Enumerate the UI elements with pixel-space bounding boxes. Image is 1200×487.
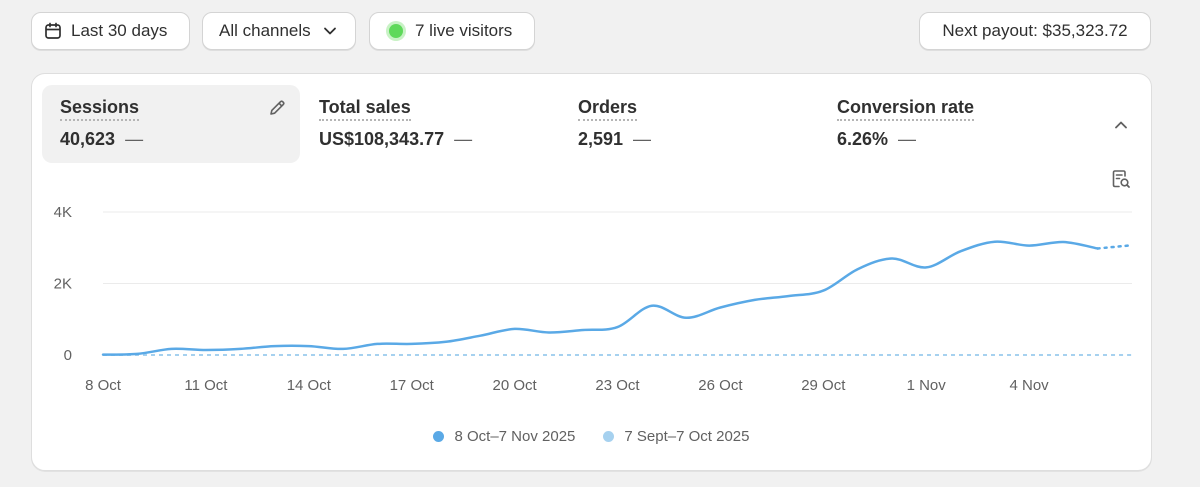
metric-change: —	[125, 129, 144, 149]
legend-label: 7 Sept–7 Oct 2025	[624, 428, 750, 445]
sessions-line-chart: 0 2K 4K 8 Oct 11 Oct 14 Oct 17 Oct 20 Oct 23 Oct…	[54, 204, 1134, 394]
metric-value: 40,623	[60, 129, 116, 149]
legend-swatch	[433, 431, 445, 442]
metric-value: US$108,343.77	[319, 129, 445, 149]
y-tick-label: 0	[64, 347, 72, 364]
x-tick-label: 14 Oct	[287, 377, 332, 394]
x-tick-label: 4 Nov	[1010, 377, 1050, 394]
live-indicator-icon	[389, 24, 403, 38]
pencil-icon[interactable]	[267, 98, 287, 123]
chart-legend: 8 Oct–7 Nov 2025 7 Sept–7 Oct 2025	[32, 428, 1151, 445]
metric-orders[interactable]: Orders 2,591 —	[560, 85, 818, 163]
legend-item-current[interactable]: 8 Oct–7 Nov 2025	[433, 428, 575, 445]
metric-label: Total sales	[319, 97, 411, 121]
date-range-label: Last 30 days	[71, 21, 168, 40]
next-payout-button[interactable]: Next payout: $35,323.72	[919, 12, 1151, 50]
x-tick-label: 29 Oct	[801, 377, 846, 394]
metric-label: Conversion rate	[837, 97, 975, 121]
legend-item-previous[interactable]: 7 Sept–7 Oct 2025	[603, 428, 750, 445]
channels-label: All channels	[219, 21, 311, 40]
metric-label: Sessions	[60, 97, 140, 121]
metric-value: 2,591	[578, 129, 624, 149]
calendar-icon	[44, 22, 62, 40]
metric-conversion-rate[interactable]: Conversion rate 6.26% —	[819, 85, 1077, 163]
legend-label: 8 Oct–7 Nov 2025	[454, 428, 576, 445]
channels-dropdown[interactable]: All channels	[202, 12, 356, 50]
y-tick-label: 2K	[54, 276, 72, 293]
metric-sessions[interactable]: Sessions 40,623 —	[42, 85, 300, 163]
y-tick-label: 4K	[54, 204, 72, 221]
series-line-current-partial	[1096, 243, 1134, 250]
live-visitors-button[interactable]: 7 live visitors	[369, 12, 535, 50]
chevron-down-icon	[323, 26, 337, 36]
x-tick-label: 1 Nov	[907, 377, 947, 394]
x-tick-label: 17 Oct	[390, 377, 435, 394]
next-payout-label: Next payout: $35,323.72	[942, 21, 1128, 40]
date-range-button[interactable]: Last 30 days	[31, 12, 190, 50]
metric-label: Orders	[578, 97, 638, 121]
metric-total-sales[interactable]: Total sales US$108,343.77 —	[301, 85, 559, 163]
report-search-icon[interactable]	[1110, 168, 1132, 195]
live-visitors-label: 7 live visitors	[415, 21, 513, 40]
x-tick-label: 8 Oct	[85, 377, 122, 394]
series-line-current	[101, 240, 1099, 356]
chevron-up-icon[interactable]	[1110, 114, 1132, 141]
x-tick-label: 20 Oct	[493, 377, 538, 394]
analytics-card: Sessions 40,623 — Total sales US$108,343…	[31, 73, 1152, 471]
metric-change: —	[454, 129, 473, 149]
metric-change: —	[633, 129, 652, 149]
x-tick-label: 26 Oct	[698, 377, 743, 394]
legend-swatch	[603, 431, 615, 442]
metric-change: —	[898, 129, 917, 149]
x-tick-label: 11 Oct	[184, 377, 228, 394]
x-tick-label: 23 Oct	[595, 377, 640, 394]
metric-value: 6.26%	[837, 129, 889, 149]
